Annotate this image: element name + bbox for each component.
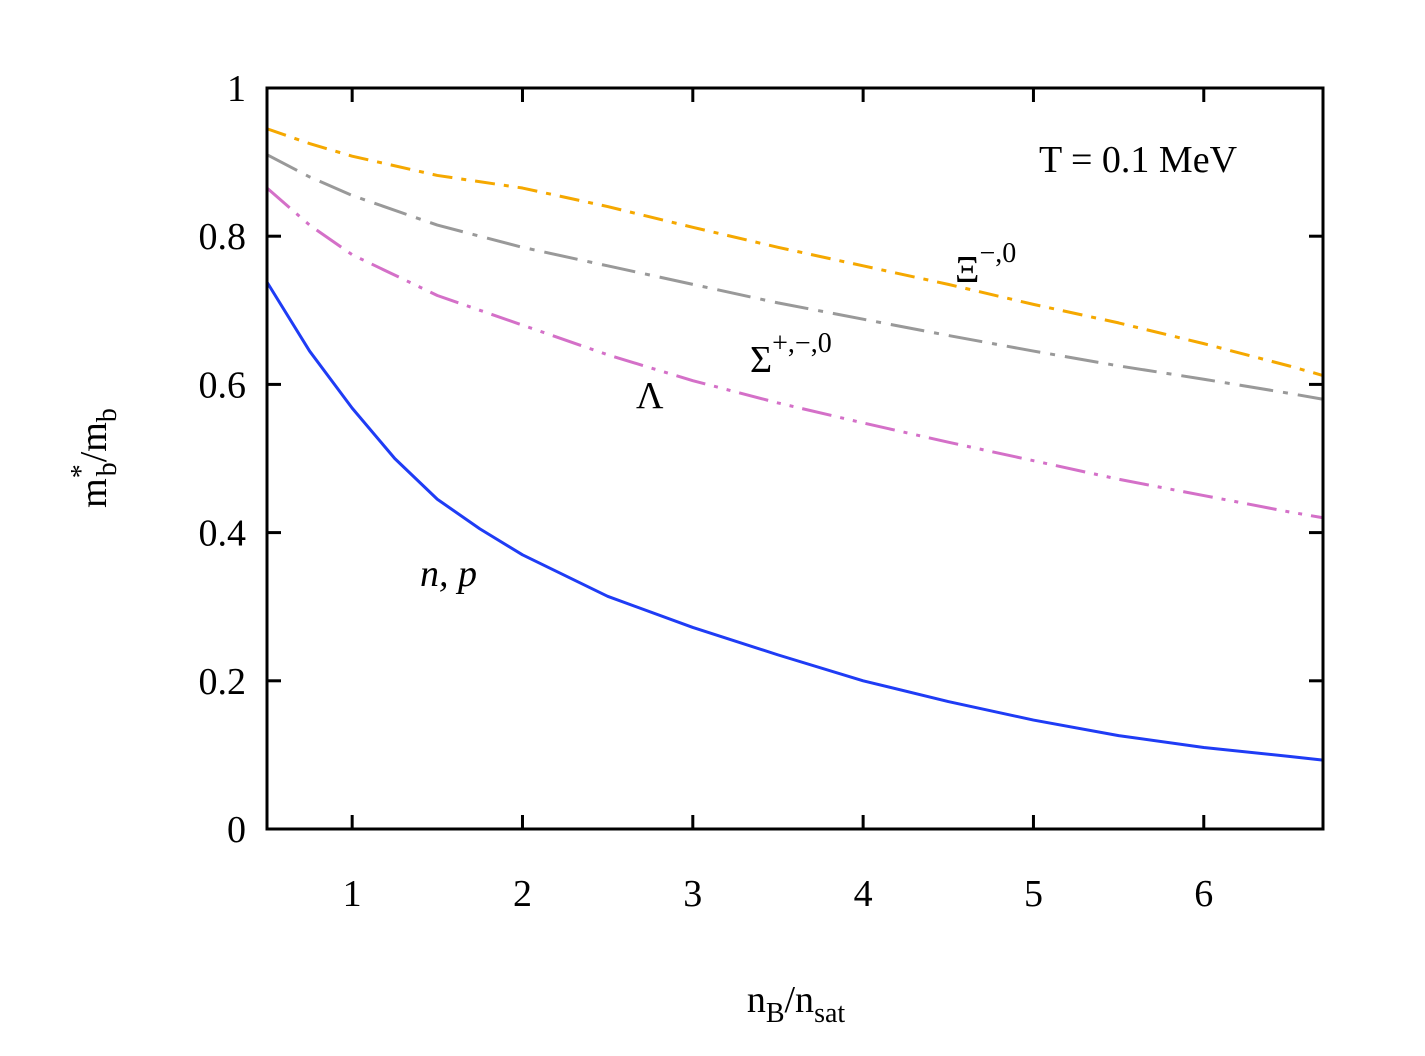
- x-tick-label-2: 3: [683, 873, 702, 915]
- y-tick-label-0: 0: [227, 809, 246, 851]
- x-label-sep: /n: [785, 979, 815, 1021]
- xi-base: Ξ: [955, 249, 979, 291]
- xi-superscript: −,0: [979, 238, 1016, 269]
- y-label-sep: /m: [73, 422, 115, 462]
- x-tick-label-5: 6: [1194, 873, 1213, 915]
- x-tick-label-4: 5: [1024, 873, 1043, 915]
- x-label-base: n: [747, 979, 766, 1021]
- x-axis-label: nB/nsat: [747, 979, 846, 1029]
- sigma-base: Σ: [750, 339, 772, 381]
- x-tick-label-1: 2: [513, 873, 532, 915]
- y-tick-label-3: 0.6: [199, 364, 247, 406]
- y-tick-label-4: 0.8: [199, 216, 247, 258]
- series-line-1: [266, 186, 1324, 520]
- x-label-sub2: sat: [814, 998, 845, 1029]
- series-label-sigma: Σ+,−,0: [750, 328, 832, 381]
- y-tick-label-5: 1: [227, 68, 246, 110]
- y-label-sub2: b: [92, 408, 123, 422]
- series-line-2: [266, 153, 1324, 401]
- y-tick-label-1: 0.2: [199, 661, 247, 703]
- y-label-base: m: [73, 478, 115, 508]
- series-line-0: [265, 281, 1324, 762]
- x-tick-label-3: 4: [854, 873, 873, 915]
- y-axis-label: m*b/mb: [66, 408, 123, 508]
- series-label-lambda: Λ: [636, 375, 664, 417]
- series-line-3: [266, 127, 1324, 377]
- temperature-annotation: T = 0.1 MeV: [1039, 139, 1238, 181]
- series-layer: [265, 127, 1324, 762]
- y-tick-label-2: 0.4: [199, 513, 247, 555]
- series-label-np: n, p: [420, 553, 477, 595]
- x-label-sub: B: [766, 998, 785, 1029]
- y-label-sup: *: [66, 464, 97, 478]
- ticks-layer: [267, 86, 1323, 831]
- y-label-sub: b: [92, 462, 123, 476]
- sigma-superscript: +,−,0: [772, 328, 832, 359]
- x-tick-label-0: 1: [343, 873, 362, 915]
- plot-frame: [265, 86, 1325, 831]
- series-label-xi: Ξ−,0: [955, 238, 1016, 291]
- tick-labels-layer: 1 2 3 4 5 6 0 0.2 0.4 0.6 0.8 1: [199, 68, 1214, 915]
